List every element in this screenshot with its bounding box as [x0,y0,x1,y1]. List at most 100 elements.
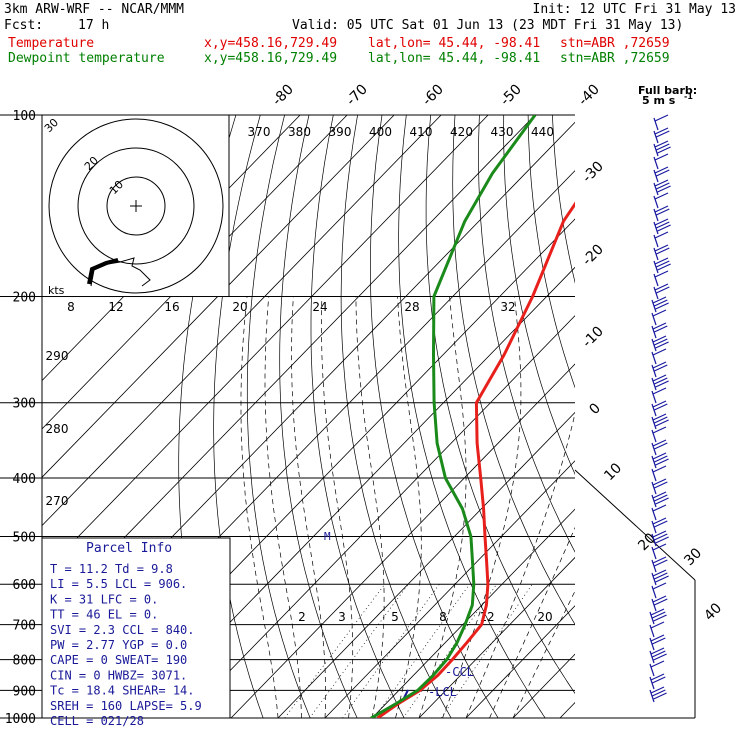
wind-barb-flag [652,595,667,603]
wind-barb-flag [652,556,667,564]
wind-barb-flag [654,231,669,239]
dewpoint-legend-station: stn=ABR ,72659 [560,51,670,66]
moist-adiabat [442,296,522,718]
isotherm-label: 40 [701,600,725,624]
mixing-ratio-label: 8 [67,300,75,314]
dry-adiabat [552,115,575,284]
wind-barb-staff [651,403,657,417]
wind-barb-flag [652,530,667,538]
wind-barb-flag [654,218,669,226]
moist-adiabat [264,296,302,718]
wind-barb-flag [652,491,667,499]
wind-barb-flag [652,322,667,330]
wind-barb-flag [654,364,668,372]
wind-barb-flag [652,439,667,447]
wind-barb-flag [656,247,670,255]
wind-barb-staff [649,663,655,677]
wind-barb-flag [650,621,665,629]
theta-label: 420 [450,125,473,139]
parcel-info-row: LI = 5.5 LCL = 906. [50,577,187,591]
wind-barb-staff [651,377,657,391]
dewpoint-legend-name: Dewpoint temperature [8,51,165,66]
wind-barb-staff [651,520,657,534]
wind-barb-staff [651,455,657,469]
wind-barb-staff [653,130,659,144]
pressure-tick-label: 600 [13,578,36,593]
el-marker: M [324,530,331,543]
wind-barb-flag [653,614,667,622]
wind-barb-flag [655,575,669,583]
wind-barb-staff [653,117,659,131]
parcel-info-row: CIN = 0 HWBZ= 3071. [50,668,187,682]
parcel-info-row: CELL = 021/28 [50,714,144,728]
wind-barb-flag [652,426,667,434]
theta-label: 370 [248,125,271,139]
hodograph-ring [77,147,195,265]
wind-barb-flag [653,653,667,661]
wind-barb-staff [651,416,657,430]
isotherm [465,605,575,718]
wind-barb-flag [654,403,668,411]
isotherm [42,115,395,478]
wind-barb-flag [654,153,669,161]
wind-barb-flag [654,455,668,463]
forecast-hours: 17 h [78,18,110,33]
wind-barb-flag [654,114,669,122]
moist-adiabat [355,296,385,718]
wind-barb-flag [652,650,666,658]
isotherm-label: -50 [497,81,524,108]
dry-adiabat [503,115,575,476]
wind-barb-flag [654,481,668,489]
wind-barb-staff [651,507,657,521]
dry-adiabat [625,115,740,718]
wind-barb-flag [652,361,667,369]
wind-barb-flag [652,413,667,421]
wind-barb-flag [654,192,669,200]
pressure-tick-label: 800 [13,654,36,669]
isotherm [42,115,489,575]
barb-legend-title: Full barb: [638,84,697,97]
wind-barb-staff [653,195,659,209]
wind-barb-flag [650,634,665,642]
mixing-ratio-label: 24 [312,300,327,314]
wind-barb-staff [653,143,659,157]
theta-label-left: 290 [46,349,69,363]
wind-barb-flag [655,458,669,466]
wind-barb-staff [649,650,655,664]
wind-barb-flag [652,611,666,619]
wind-barb-flag [656,182,670,190]
wind-barb-flag [650,673,665,681]
wind-barb-staff [651,442,657,456]
isotherm [559,701,575,718]
temperature-profile [376,201,575,718]
wind-barb-staff [651,559,657,573]
theta-label: 400 [369,125,392,139]
wind-barb-staff [649,611,655,625]
wind-barb-staff [651,364,657,378]
init-time: Init: 12 UTC Fri 31 May 13 [532,2,737,17]
wind-barb-staff [649,676,655,690]
wind-barb-staff [653,286,659,300]
wind-barb-flag [652,296,667,304]
dry-adiabat [310,115,405,718]
wind-barb-flag [654,283,669,291]
parcel-info-frame [41,537,231,719]
parcel-info-box: Parcel Info T = 11.2 Td = 9.8LI = 5.5 LCL… [41,537,231,728]
dry-adiabat [246,115,311,718]
pressure-tick-label: 300 [13,397,36,412]
wind-barb-flag [655,302,669,310]
wind-barb-staff [653,169,659,183]
wind-barb-staff [653,260,659,274]
wind-barb-flag [654,572,668,580]
parcel-info-row: Tc = 18.4 SHEAR= 14. [50,684,195,698]
mixing-ratio-line [284,583,385,718]
pressure-tick-label: 500 [13,530,36,545]
parcel-info-row: SREH = 160 LAPSE= 5.9 [50,699,202,713]
wind-barb-flag [652,504,667,512]
wind-barb-staff [651,299,657,313]
wind-barb-flag [652,517,667,525]
wind-barb-staff [649,624,655,638]
dry-adiabat [340,115,452,718]
dry-adiabat [398,115,546,718]
